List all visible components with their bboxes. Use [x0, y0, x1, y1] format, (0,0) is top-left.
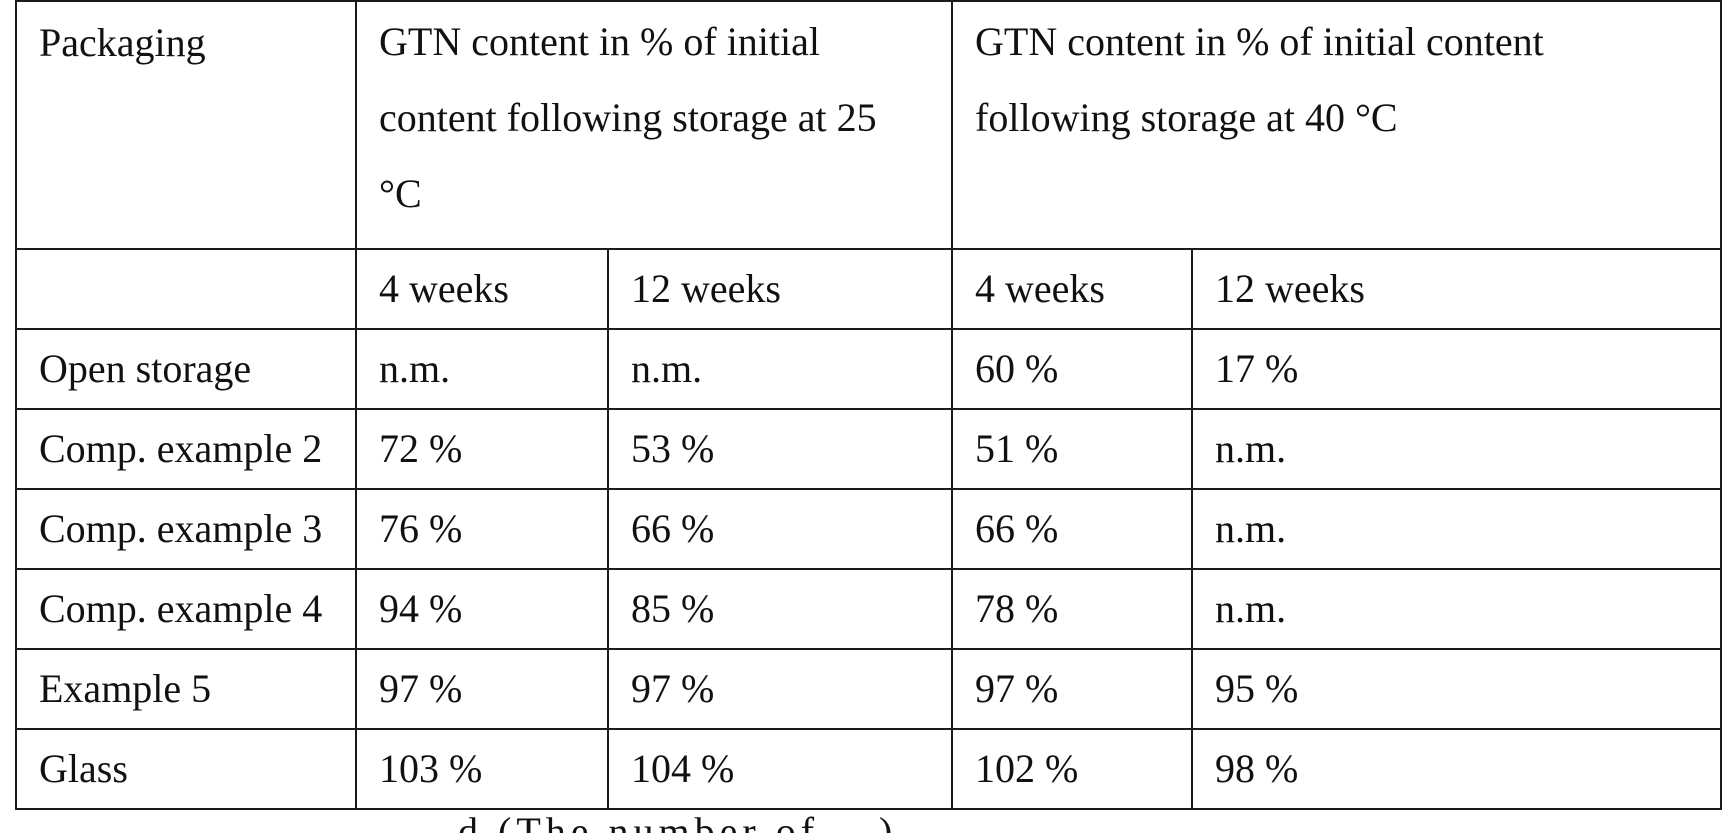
cell-40c-4-weeks: 66 %	[952, 489, 1192, 569]
table-row: Glass 103 % 104 % 102 % 98 %	[16, 729, 1721, 809]
subheader-40c-12-weeks: 12 weeks	[1192, 249, 1721, 329]
cell-25c-12-weeks: n.m.	[608, 329, 952, 409]
gtn-stability-table: Packaging GTN content in % of initial co…	[15, 0, 1722, 810]
cell-40c-4-weeks: 60 %	[952, 329, 1192, 409]
row-label: Open storage	[16, 329, 356, 409]
row-label: Comp. example 3	[16, 489, 356, 569]
cell-25c-4-weeks: 97 %	[356, 649, 608, 729]
subheader-25c-4-weeks: 4 weeks	[356, 249, 608, 329]
cell-25c-4-weeks: 94 %	[356, 569, 608, 649]
cell-40c-12-weeks: n.m.	[1192, 489, 1721, 569]
cell-40c-12-weeks: 17 %	[1192, 329, 1721, 409]
cell-25c-4-weeks: 76 %	[356, 489, 608, 569]
cut-off-text: d (The number of ...)	[458, 812, 897, 833]
row-label: Comp. example 2	[16, 409, 356, 489]
table-row: Example 5 97 % 97 % 97 % 95 %	[16, 649, 1721, 729]
cell-40c-12-weeks: 95 %	[1192, 649, 1721, 729]
table-row: Open storage n.m. n.m. 60 % 17 %	[16, 329, 1721, 409]
header-storage-25c: GTN content in % of initial content foll…	[356, 1, 952, 249]
table-row: Comp. example 3 76 % 66 % 66 % n.m.	[16, 489, 1721, 569]
header-packaging: Packaging	[16, 1, 356, 249]
cell-25c-12-weeks: 66 %	[608, 489, 952, 569]
subheader-25c-12-weeks: 12 weeks	[608, 249, 952, 329]
cell-40c-4-weeks: 51 %	[952, 409, 1192, 489]
cut-off-text-line: d (The number of ...)	[0, 808, 1729, 833]
row-label: Comp. example 4	[16, 569, 356, 649]
cell-25c-4-weeks: n.m.	[356, 329, 608, 409]
table-header-row: Packaging GTN content in % of initial co…	[16, 1, 1721, 249]
cell-40c-4-weeks: 102 %	[952, 729, 1192, 809]
table-row: Comp. example 2 72 % 53 % 51 % n.m.	[16, 409, 1721, 489]
cell-25c-12-weeks: 85 %	[608, 569, 952, 649]
cell-25c-4-weeks: 103 %	[356, 729, 608, 809]
row-label: Glass	[16, 729, 356, 809]
table-subheader-row: 4 weeks 12 weeks 4 weeks 12 weeks	[16, 249, 1721, 329]
cell-25c-12-weeks: 97 %	[608, 649, 952, 729]
cell-40c-4-weeks: 78 %	[952, 569, 1192, 649]
cell-40c-12-weeks: 98 %	[1192, 729, 1721, 809]
cell-40c-4-weeks: 97 %	[952, 649, 1192, 729]
cell-25c-12-weeks: 53 %	[608, 409, 952, 489]
subheader-empty	[16, 249, 356, 329]
cell-40c-12-weeks: n.m.	[1192, 569, 1721, 649]
table-row: Comp. example 4 94 % 85 % 78 % n.m.	[16, 569, 1721, 649]
cell-40c-12-weeks: n.m.	[1192, 409, 1721, 489]
cell-25c-4-weeks: 72 %	[356, 409, 608, 489]
cell-25c-12-weeks: 104 %	[608, 729, 952, 809]
header-storage-40c: GTN content in % of initial content foll…	[952, 1, 1721, 249]
subheader-40c-4-weeks: 4 weeks	[952, 249, 1192, 329]
row-label: Example 5	[16, 649, 356, 729]
